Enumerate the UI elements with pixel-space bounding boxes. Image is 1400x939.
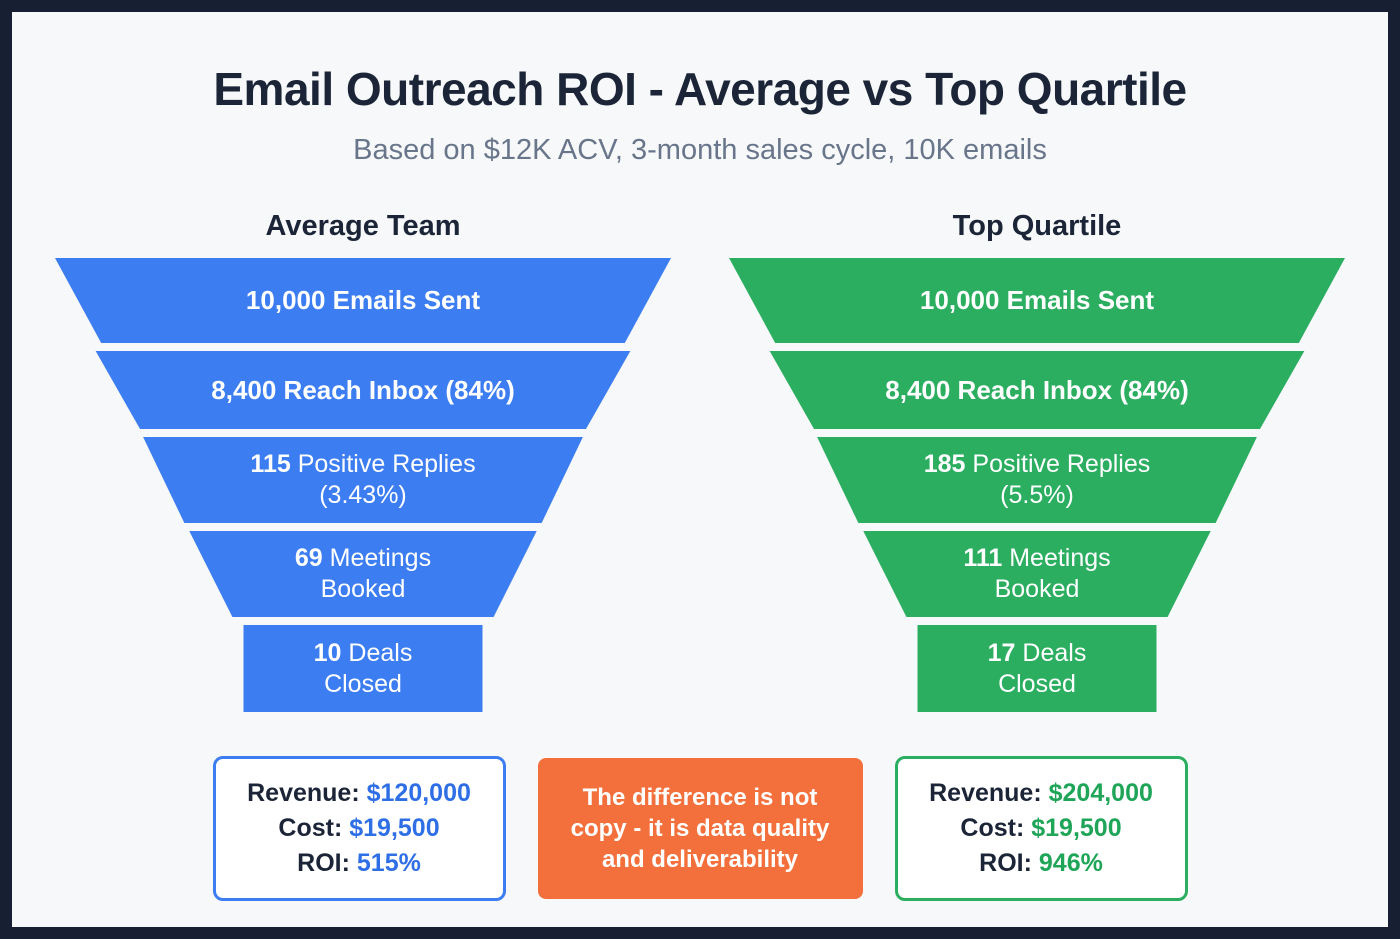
- roi-value: 946%: [1038, 849, 1103, 877]
- segment-label: Meetings: [1002, 544, 1111, 572]
- segment-value: 8,400 Reach Inbox (84%): [211, 374, 515, 405]
- cost-label: Cost:: [278, 814, 343, 842]
- funnel-segment-positive-replies: 115 Positive Replies (3.43%): [143, 437, 583, 523]
- segment-value: 185: [923, 450, 966, 478]
- funnel-top-quartile-title: Top Quartile: [952, 210, 1122, 242]
- roi-line: ROI: 515%: [236, 846, 483, 881]
- revenue-label: Revenue:: [929, 779, 1042, 807]
- segment-line: 111 Meetings: [963, 543, 1110, 574]
- funnel-average-team-title: Average Team: [265, 210, 461, 242]
- segment-line: 69 Meetings: [295, 543, 431, 574]
- segment-value: 8,400 Reach Inbox (84%): [885, 374, 1189, 405]
- revenue-value: $120,000: [366, 779, 471, 807]
- page-subtitle: Based on $12K ACV, 3-month sales cycle, …: [353, 134, 1047, 166]
- segment-value: 115: [250, 450, 291, 478]
- funnels-section: Average Team 10,000 Emails Sent 8,400 Re…: [12, 208, 1388, 720]
- revenue-line: Revenue: $120,000: [236, 776, 483, 811]
- stats-section: Revenue: $120,000 Cost: $19,500 ROI: 515…: [12, 756, 1388, 901]
- segment-subline: Closed: [998, 669, 1076, 698]
- segment-subline: (5.5%): [1000, 481, 1074, 509]
- segment-line: 8,400 Reach Inbox (84%): [211, 375, 514, 406]
- revenue-label: Revenue:: [247, 779, 360, 807]
- average-team-stats-box: Revenue: $120,000 Cost: $19,500 ROI: 515…: [212, 756, 506, 901]
- segment-line: 10 Deals: [314, 638, 413, 669]
- segment-value: 17: [987, 638, 1016, 667]
- funnel-segment-emails-sent: 10,000 Emails Sent: [55, 258, 671, 343]
- page-title: Email Outreach ROI - Average vs Top Quar…: [213, 63, 1187, 115]
- revenue-value: $204,000: [1048, 779, 1153, 807]
- segment-line: 185 Positive Replies: [924, 449, 1151, 480]
- segment-line: 10,000 Emails Sent: [920, 285, 1154, 316]
- segment-line: 115 Positive Replies: [250, 449, 475, 480]
- funnel-segment-emails-sent: 10,000 Emails Sent: [729, 258, 1345, 343]
- funnel-segment-deals-closed: 10 Deals Closed: [243, 625, 483, 712]
- cost-line: Cost: $19,500: [918, 811, 1165, 846]
- segment-line: 17 Deals: [988, 638, 1087, 669]
- difference-callout: The difference is not copy - it is data …: [537, 758, 863, 899]
- segment-subline: Booked: [994, 575, 1080, 603]
- segment-value: 10,000 Emails Sent: [919, 285, 1155, 315]
- roi-line: ROI: 946%: [918, 846, 1165, 881]
- segment-value: 10: [313, 638, 342, 667]
- funnel-segment-deals-closed: 17 Deals Closed: [917, 625, 1157, 712]
- cost-label: Cost:: [960, 814, 1025, 842]
- roi-value: 515%: [356, 849, 421, 877]
- segment-label: Positive Replies: [290, 450, 476, 478]
- funnel-segment-meetings-booked: 69 Meetings Booked: [189, 531, 537, 617]
- funnel-average-team: Average Team 10,000 Emails Sent 8,400 Re…: [55, 208, 671, 720]
- segment-value: 111: [963, 544, 1003, 572]
- cost-value: $19,500: [349, 814, 440, 842]
- funnel-top-quartile: Top Quartile 10,000 Emails Sent 8,400 Re…: [729, 208, 1345, 720]
- top-quartile-stats-box: Revenue: $204,000 Cost: $19,500 ROI: 946…: [894, 756, 1188, 901]
- cost-value: $19,500: [1031, 814, 1122, 842]
- segment-value: 10,000 Emails Sent: [245, 285, 481, 315]
- roi-label: ROI:: [979, 849, 1032, 877]
- segment-value: 69: [294, 544, 323, 572]
- roi-label: ROI:: [297, 849, 350, 877]
- segment-line: 8,400 Reach Inbox (84%): [885, 375, 1188, 406]
- segment-label: Deals: [341, 638, 413, 667]
- segment-subline: Booked: [320, 575, 406, 603]
- segment-subline: (3.43%): [319, 481, 407, 509]
- segment-line: 10,000 Emails Sent: [246, 285, 480, 316]
- funnel-segment-meetings-booked: 111 Meetings Booked: [863, 531, 1211, 617]
- segment-subline: Closed: [324, 669, 402, 698]
- revenue-line: Revenue: $204,000: [918, 776, 1165, 811]
- cost-line: Cost: $19,500: [236, 811, 483, 846]
- segment-label: Positive Replies: [965, 450, 1151, 478]
- funnel-segment-reach-inbox: 8,400 Reach Inbox (84%): [769, 351, 1305, 429]
- segment-label: Meetings: [322, 544, 432, 572]
- funnel-segment-reach-inbox: 8,400 Reach Inbox (84%): [95, 351, 631, 429]
- segment-label: Deals: [1015, 638, 1087, 667]
- funnel-segment-positive-replies: 185 Positive Replies (5.5%): [817, 437, 1257, 523]
